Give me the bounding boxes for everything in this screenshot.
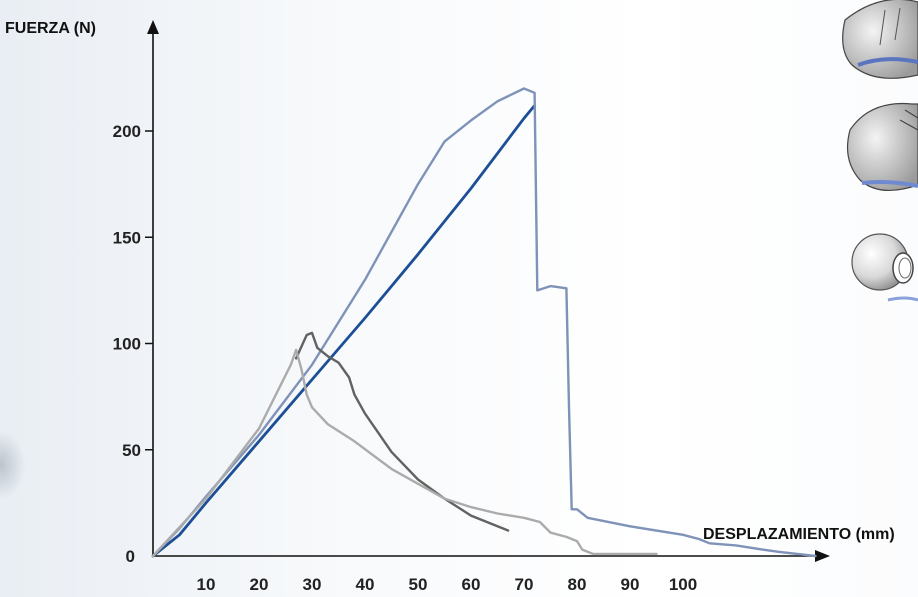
intact-shell-ball-icon <box>851 233 918 302</box>
x-tick-label: 80 <box>568 575 587 594</box>
x-axis-title: DESPLAZAMIENTO (mm) <box>703 526 895 543</box>
x-tick-label: 70 <box>515 575 534 594</box>
series-line-4 <box>151 348 658 558</box>
x-tick-label: 100 <box>669 575 697 594</box>
x-tick-label: 10 <box>197 575 216 594</box>
x-axis-arrowhead <box>815 550 830 562</box>
x-tick-label: 50 <box>409 575 428 594</box>
y-axis-arrowhead <box>147 20 159 34</box>
y-tick-label: 50 <box>122 441 141 460</box>
x-tick-label: 60 <box>462 575 481 594</box>
x-tick-label: 40 <box>356 575 375 594</box>
y-tick-label: 100 <box>113 335 141 354</box>
series-line-2 <box>151 87 817 558</box>
series-line-3 <box>294 331 510 532</box>
broken-shell-half-icon <box>842 0 918 79</box>
broken-shell-cracked-icon <box>847 102 918 192</box>
x-ticks: 10 20 30 40 50 60 70 80 90 100 <box>197 575 698 594</box>
y-tick-label: 150 <box>113 228 141 247</box>
y-tick-label: 200 <box>113 122 141 141</box>
x-tick-label: 20 <box>250 575 269 594</box>
y-axis-title: FUERZA (N) <box>5 20 96 37</box>
series-line-1 <box>151 104 536 558</box>
x-tick-label: 30 <box>303 575 322 594</box>
series-group <box>151 87 817 558</box>
y-ticks: 0 50 100 150 200 <box>113 122 153 566</box>
x-tick-label: 90 <box>621 575 640 594</box>
left-edge-shadow <box>0 430 26 500</box>
y-tick-label: 0 <box>126 547 135 566</box>
